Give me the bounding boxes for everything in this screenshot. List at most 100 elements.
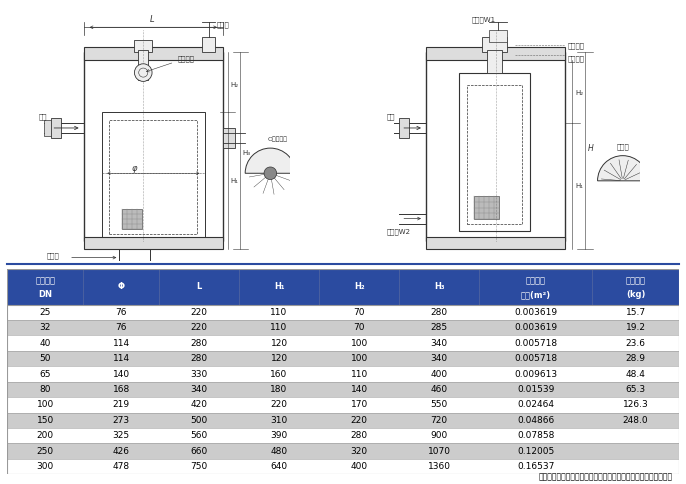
Text: 0.16537: 0.16537 (517, 462, 554, 471)
Text: 180: 180 (270, 385, 287, 394)
Text: （高低接管防内漏篮式过滤器）: （高低接管防内漏篮式过滤器） (107, 282, 182, 290)
Text: 750: 750 (191, 462, 208, 471)
Text: 公称通径: 公称通径 (35, 277, 55, 286)
Text: 330: 330 (191, 370, 208, 378)
Text: 280: 280 (191, 354, 208, 363)
Text: 500: 500 (191, 416, 208, 425)
Text: 0.02464: 0.02464 (517, 400, 554, 409)
Text: 220: 220 (270, 400, 287, 409)
Text: 有效过滤: 有效过滤 (525, 277, 545, 286)
Text: 140: 140 (113, 370, 130, 378)
Text: 70: 70 (353, 323, 365, 332)
Bar (7, 320, 679, 335)
Text: L: L (196, 282, 202, 291)
Bar (109, 121, 198, 234)
Text: 100: 100 (351, 339, 368, 348)
Text: 导淋口: 导淋口 (47, 253, 59, 259)
Text: 120: 120 (270, 354, 287, 363)
Text: 170: 170 (351, 400, 368, 409)
Bar (482, 37, 507, 52)
Text: 280: 280 (191, 339, 208, 348)
Text: 100: 100 (351, 354, 368, 363)
Bar (427, 52, 565, 241)
Text: 放空口W1: 放空口W1 (472, 16, 496, 23)
Text: 调节螺丝: 调节螺丝 (147, 55, 194, 72)
Text: 478: 478 (113, 462, 130, 471)
Bar (84, 47, 222, 60)
Text: H₁: H₁ (274, 282, 284, 291)
Text: 426: 426 (113, 447, 130, 455)
Wedge shape (598, 156, 648, 181)
Text: 放空口: 放空口 (216, 21, 229, 28)
Text: L: L (150, 15, 154, 24)
Text: 65: 65 (39, 370, 51, 378)
Text: 480: 480 (270, 447, 287, 455)
Text: 325: 325 (113, 431, 130, 440)
Bar (427, 47, 565, 60)
Text: 70: 70 (353, 308, 365, 317)
Text: 1070: 1070 (427, 447, 451, 455)
Bar (222, 128, 235, 148)
Text: 80: 80 (39, 385, 51, 394)
Text: 入口: 入口 (39, 113, 47, 120)
Text: 48.4: 48.4 (626, 370, 646, 378)
Text: 285: 285 (431, 323, 448, 332)
Text: 110: 110 (351, 370, 368, 378)
Text: φ: φ (132, 164, 137, 173)
Text: 入口: 入口 (386, 113, 394, 120)
Text: O型密封圈: O型密封圈 (268, 136, 288, 141)
Bar (399, 118, 409, 138)
Text: H: H (587, 144, 593, 152)
Bar (474, 196, 499, 219)
Bar (84, 238, 222, 249)
Text: 0.003619: 0.003619 (514, 323, 557, 332)
Text: 200: 200 (36, 431, 54, 440)
Text: 340: 340 (191, 385, 208, 394)
Bar (134, 40, 152, 52)
Text: 550: 550 (431, 400, 448, 409)
Text: 0.01539: 0.01539 (517, 385, 554, 394)
Text: 140: 140 (351, 385, 368, 394)
Text: 19.2: 19.2 (626, 323, 646, 332)
Text: 密封圈: 密封圈 (616, 143, 629, 150)
Text: 参考重量: 参考重量 (626, 277, 646, 286)
Text: 0.005718: 0.005718 (514, 354, 557, 363)
Text: DN: DN (38, 290, 52, 299)
Text: 340: 340 (431, 354, 448, 363)
Text: 0.005718: 0.005718 (514, 339, 557, 348)
Text: 250: 250 (36, 447, 54, 455)
Text: 76: 76 (115, 323, 127, 332)
Text: 76: 76 (115, 308, 127, 317)
Text: 0.009613: 0.009613 (514, 370, 557, 378)
Text: H₁: H₁ (230, 178, 238, 184)
Text: H₂: H₂ (354, 282, 364, 291)
Text: H₂: H₂ (575, 90, 583, 96)
Text: 15.7: 15.7 (626, 308, 646, 317)
Text: (kg): (kg) (626, 290, 646, 299)
Text: 面积(m²): 面积(m²) (521, 290, 551, 299)
Text: 300: 300 (36, 462, 54, 471)
Bar (138, 50, 148, 80)
Bar (7, 269, 679, 304)
Bar (459, 73, 530, 231)
Text: 1360: 1360 (427, 462, 451, 471)
Text: 720: 720 (431, 416, 448, 425)
Text: 114: 114 (113, 354, 130, 363)
Bar (427, 238, 565, 249)
Bar (7, 459, 679, 474)
Bar (51, 118, 62, 138)
Bar (7, 366, 679, 382)
Circle shape (134, 64, 152, 81)
Bar (84, 52, 222, 241)
Text: 420: 420 (191, 400, 208, 409)
Text: 310: 310 (270, 416, 287, 425)
Bar (7, 351, 679, 366)
Text: 660: 660 (191, 447, 208, 455)
Text: H₃: H₃ (434, 282, 445, 291)
Text: 248.0: 248.0 (623, 416, 648, 425)
Text: 我公司对产品尺寸及图型具有修改权，如需准确尺寸，请来电咨询: 我公司对产品尺寸及图型具有修改权，如需准确尺寸，请来电咨询 (538, 472, 672, 482)
Text: H₃: H₃ (243, 150, 250, 156)
Text: 65.3: 65.3 (626, 385, 646, 394)
Text: 273: 273 (113, 416, 130, 425)
Bar (7, 428, 679, 443)
